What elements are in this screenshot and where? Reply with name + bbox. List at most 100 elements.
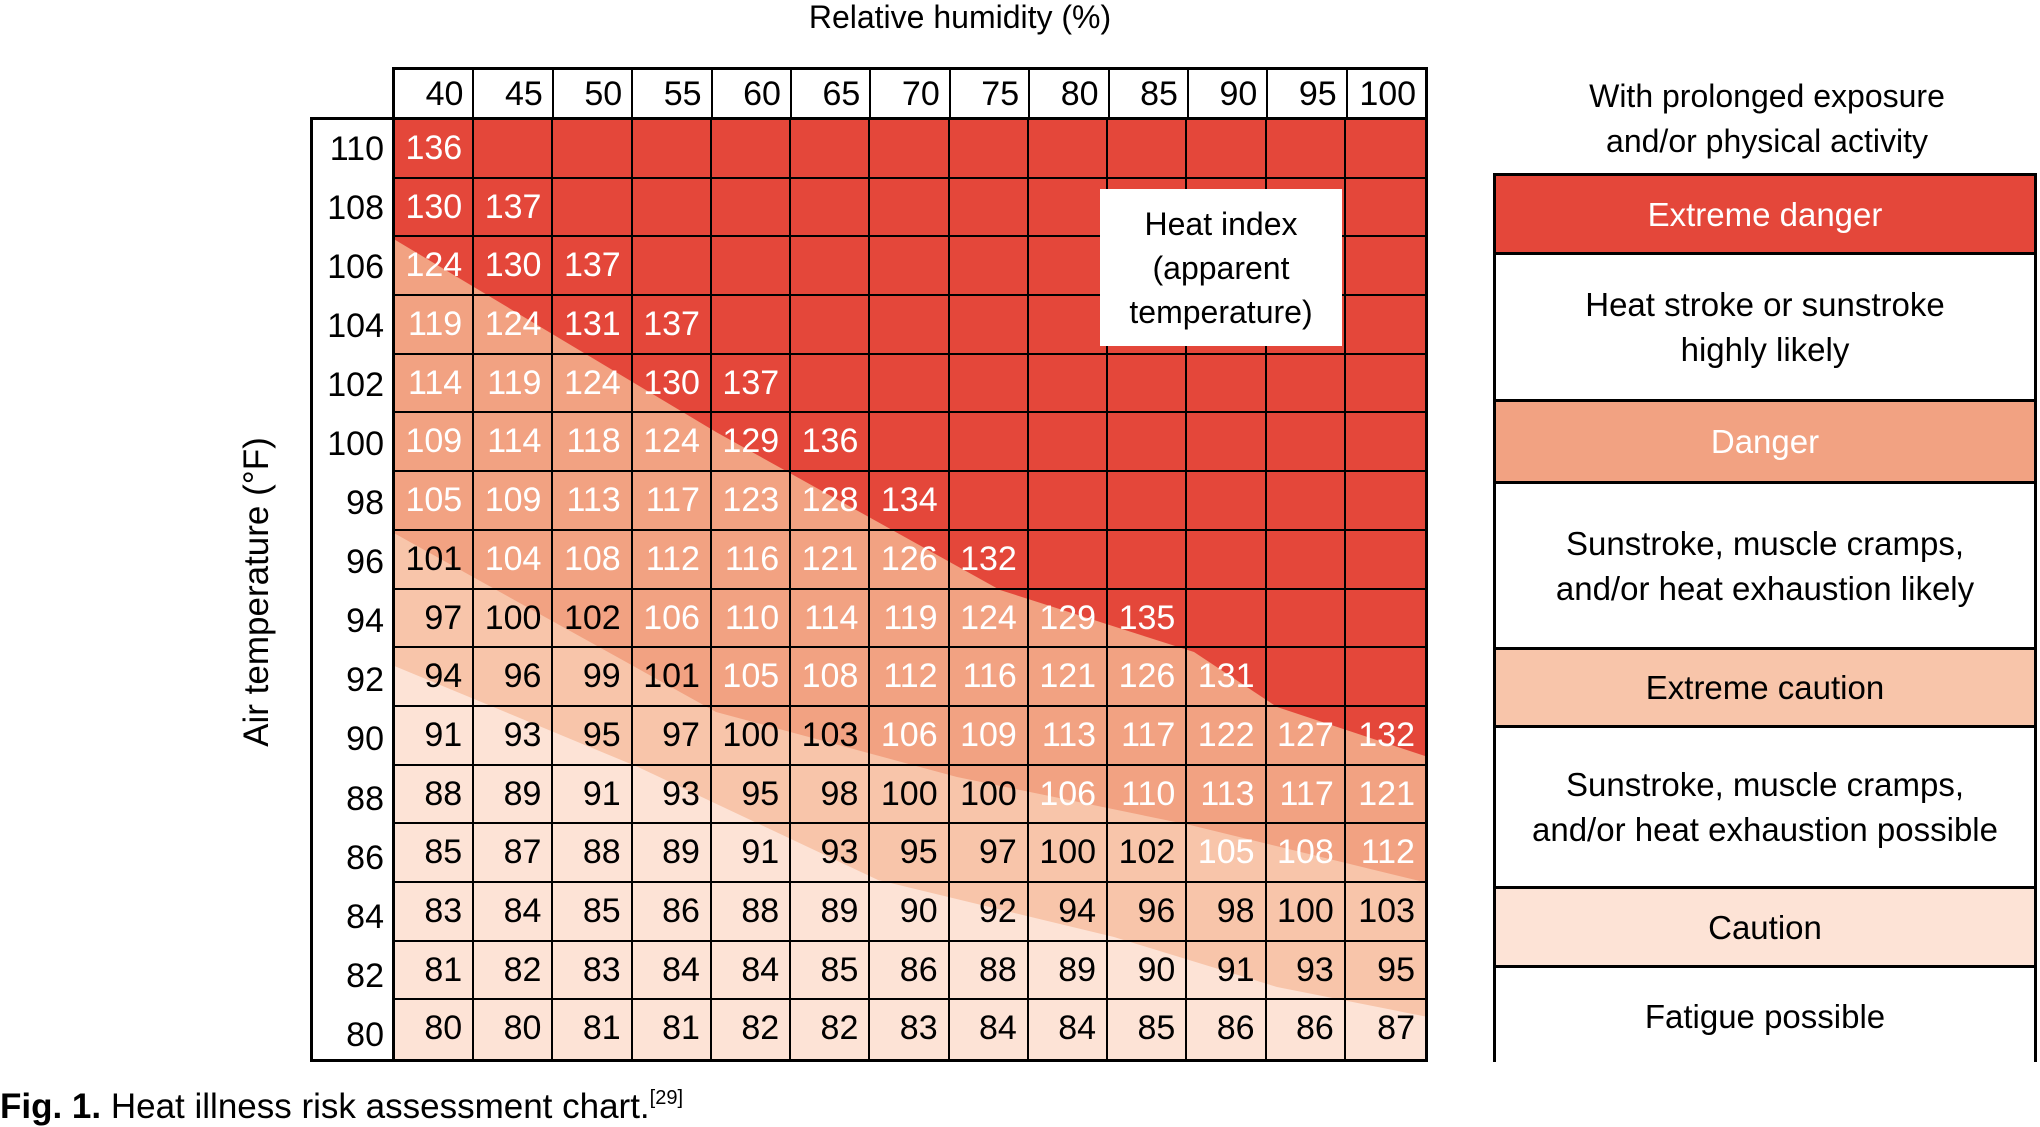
- legend-text: Caution: [1708, 905, 1822, 950]
- heat-index-cell: 99: [553, 648, 633, 707]
- heat-index-cell: 109: [474, 472, 554, 531]
- heat-index-cell: 84: [632, 941, 712, 1001]
- heat-index-cell: [1028, 178, 1109, 238]
- legend-effect: Fatigue possible: [1496, 968, 2034, 1065]
- legend-effect-line: Fatigue possible: [1644, 998, 1886, 1035]
- heat-index-cell: 122: [1187, 706, 1267, 766]
- heat-index-cell: 118: [553, 413, 633, 473]
- heat-index-cell: 93: [474, 706, 554, 766]
- legend-level-label: Extreme caution: [1645, 669, 1885, 706]
- legend-effect: Sunstroke, muscle cramps, and/or heat exh…: [1496, 484, 2034, 650]
- heat-index-cell: [949, 120, 1029, 179]
- heat-index-cell: 80: [474, 1000, 554, 1059]
- heat-index-cell: 114: [791, 589, 871, 649]
- heat-index-cell: 91: [553, 765, 633, 825]
- heat-index-cell: 117: [1108, 706, 1188, 766]
- caption-label: Fig. 1.: [0, 1087, 102, 1126]
- legend-level-label: Extreme danger: [1647, 195, 1883, 233]
- heat-index-cell: [1187, 413, 1267, 473]
- heat-index-cell: 108: [553, 530, 633, 590]
- heat-index-cell: [1108, 530, 1188, 590]
- heat-index-cell: 98: [791, 765, 871, 825]
- legend-level: Extreme danger: [1496, 176, 2034, 255]
- temperature-row-label: 88: [346, 779, 384, 818]
- heat-index-cell: [1345, 413, 1425, 473]
- heat-index-cell: [711, 178, 792, 238]
- humidity-header-cell: 95: [1266, 70, 1345, 117]
- heat-index-cell: [474, 120, 554, 179]
- temperature-row-label: 84: [346, 897, 384, 936]
- heat-index-cell: 82: [791, 1000, 871, 1059]
- heat-index-cell: [1028, 296, 1109, 355]
- heat-index-cell: 81: [633, 1000, 712, 1059]
- heat-index-cell: [1345, 472, 1425, 531]
- heat-index-cell: 102: [1108, 824, 1188, 883]
- temperature-row-label: 110: [329, 130, 384, 168]
- heat-index-cell: 121: [1028, 648, 1109, 707]
- heat-index-cell: 131: [1187, 648, 1267, 707]
- heat-index-cell: 97: [949, 824, 1029, 883]
- heat-index-cell: 86: [1267, 1000, 1346, 1059]
- grid-cells: 136 130 137 124 130 137 119 124 131 137 114 119 124 1…: [392, 117, 1428, 1062]
- heat-index-cell: 82: [474, 941, 554, 1001]
- heat-index-cell: [791, 120, 871, 179]
- caption-reference: [29]: [649, 1087, 683, 1109]
- temperature-row-label: 108: [327, 189, 384, 228]
- temperature-row-label: 104: [327, 307, 384, 346]
- heat-index-cell: [1187, 530, 1267, 590]
- heat-index-cell: 129: [711, 413, 792, 473]
- caption-text: Heat illness risk assessment chart.: [101, 1087, 650, 1126]
- legend-title-line: and/or physical activity: [1606, 123, 1928, 159]
- humidity-header-cell: 55: [631, 70, 710, 117]
- heat-index-cell: 96: [1108, 882, 1188, 942]
- heat-index-cell: 121: [791, 530, 871, 590]
- heat-index-cell: 90: [870, 882, 950, 942]
- temperature-row-label: 82: [346, 956, 384, 995]
- heat-index-cell: [870, 354, 950, 414]
- humidity-header-cell: 80: [1028, 70, 1107, 117]
- heat-index-cell: 91: [1187, 941, 1267, 1001]
- heat-index-cell: [949, 472, 1029, 531]
- heat-index-cell: 108: [1266, 824, 1346, 883]
- heat-index-cell: [1108, 472, 1188, 531]
- heat-index-cell: [1345, 120, 1425, 179]
- heat-index-cell: 116: [711, 530, 792, 590]
- temperature-row-label: 102: [327, 366, 384, 405]
- heat-index-cell: 102: [553, 589, 633, 649]
- heat-index-cell: 98: [1187, 882, 1267, 942]
- heat-index-cell: [791, 354, 871, 414]
- heat-index-cell: 88: [553, 824, 633, 883]
- heat-index-cell: 112: [870, 648, 950, 707]
- heat-index-cell: [632, 237, 712, 297]
- heat-index-cell: [1345, 531, 1425, 590]
- heat-index-cell: [1266, 589, 1346, 649]
- heat-index-cell: 130: [395, 178, 475, 238]
- heat-index-cell: 116: [949, 648, 1029, 707]
- legend-effect-line: Heat stroke or sunstroke: [1585, 286, 1945, 323]
- heat-index-cell: 86: [632, 882, 712, 942]
- heat-index-cell: 113: [1187, 765, 1267, 825]
- heat-index-cell: 113: [553, 472, 633, 531]
- heat-index-cell: [1345, 355, 1425, 414]
- heat-index-cell: 126: [870, 530, 950, 590]
- heat-index-cell: 103: [791, 706, 871, 766]
- heat-index-cell: [1345, 179, 1425, 238]
- heat-index-cell: [870, 120, 950, 179]
- humidity-header-row: 40 45 50 55 60 65 70 75 80 85 90 95 100: [392, 67, 1428, 117]
- heat-index-cell: 105: [395, 472, 475, 531]
- heat-index-cell: [553, 178, 633, 238]
- heat-index-label-line: Heat index: [1144, 206, 1298, 242]
- heat-index-cell: 109: [395, 413, 475, 473]
- heat-index-cell: 114: [474, 413, 554, 473]
- heat-index-cell: 97: [395, 589, 475, 649]
- heat-index-cell: 88: [395, 765, 475, 825]
- heat-index-cell: [711, 237, 792, 297]
- heat-index-cell: 82: [712, 1000, 792, 1059]
- heat-index-cell: 100: [949, 765, 1029, 825]
- heat-index-cell: [1028, 472, 1109, 531]
- heat-index-cell: 132: [949, 530, 1029, 590]
- heat-index-cell: [949, 296, 1029, 355]
- legend-effect: Heat stroke or sunstroke highly likely: [1496, 255, 2034, 402]
- heat-index-cell: 84: [474, 882, 554, 942]
- heat-index-cell: [949, 237, 1029, 297]
